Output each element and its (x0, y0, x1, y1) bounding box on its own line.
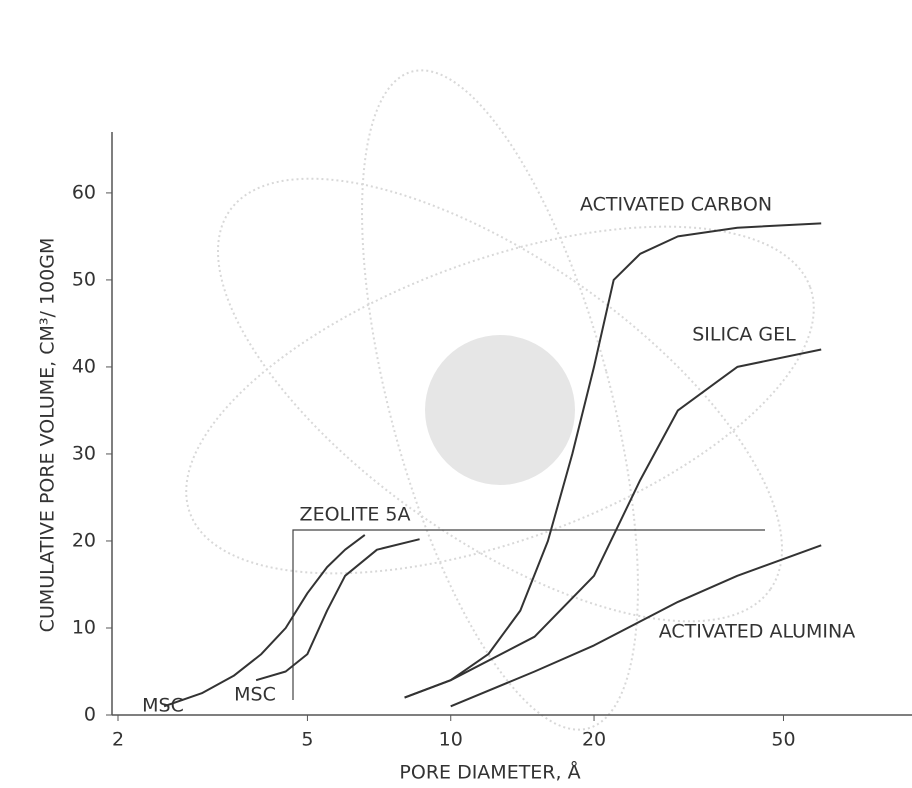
y-tick-label: 0 (84, 704, 96, 726)
x-tick-label: 50 (771, 729, 795, 751)
y-tick-label: 40 (72, 355, 96, 377)
y-tick-label: 20 (72, 529, 96, 551)
y-tick-label: 10 (72, 616, 96, 638)
y-tick-label: 50 (72, 268, 96, 290)
y-axis-label: CUMULATIVE PORE VOLUME, CM³/ 100GM (37, 238, 59, 633)
series-label: ACTIVATED ALUMINA (659, 621, 855, 643)
x-tick-label: 2 (112, 729, 124, 751)
chart: ZEOLITE 5A PORE DIAMETER, Å CUMULATIVE P… (0, 0, 912, 788)
background-atom (142, 43, 858, 757)
series-line (256, 539, 420, 680)
series-label: SILICA GEL (692, 324, 796, 346)
y-tick-label: 60 (72, 181, 96, 203)
x-tick-label: 5 (301, 729, 313, 751)
x-tick-label: 10 (439, 729, 463, 751)
series-label: ACTIVATED CARBON (580, 194, 772, 216)
series-line (164, 535, 365, 706)
x-axis-label: PORE DIAMETER, Å (399, 761, 580, 784)
x-tick-label: 20 (582, 729, 606, 751)
series-label: MSC (142, 695, 184, 717)
series-label: MSC (234, 684, 276, 706)
annotation: ZEOLITE 5A (300, 504, 411, 526)
y-tick-label: 30 (72, 442, 96, 464)
